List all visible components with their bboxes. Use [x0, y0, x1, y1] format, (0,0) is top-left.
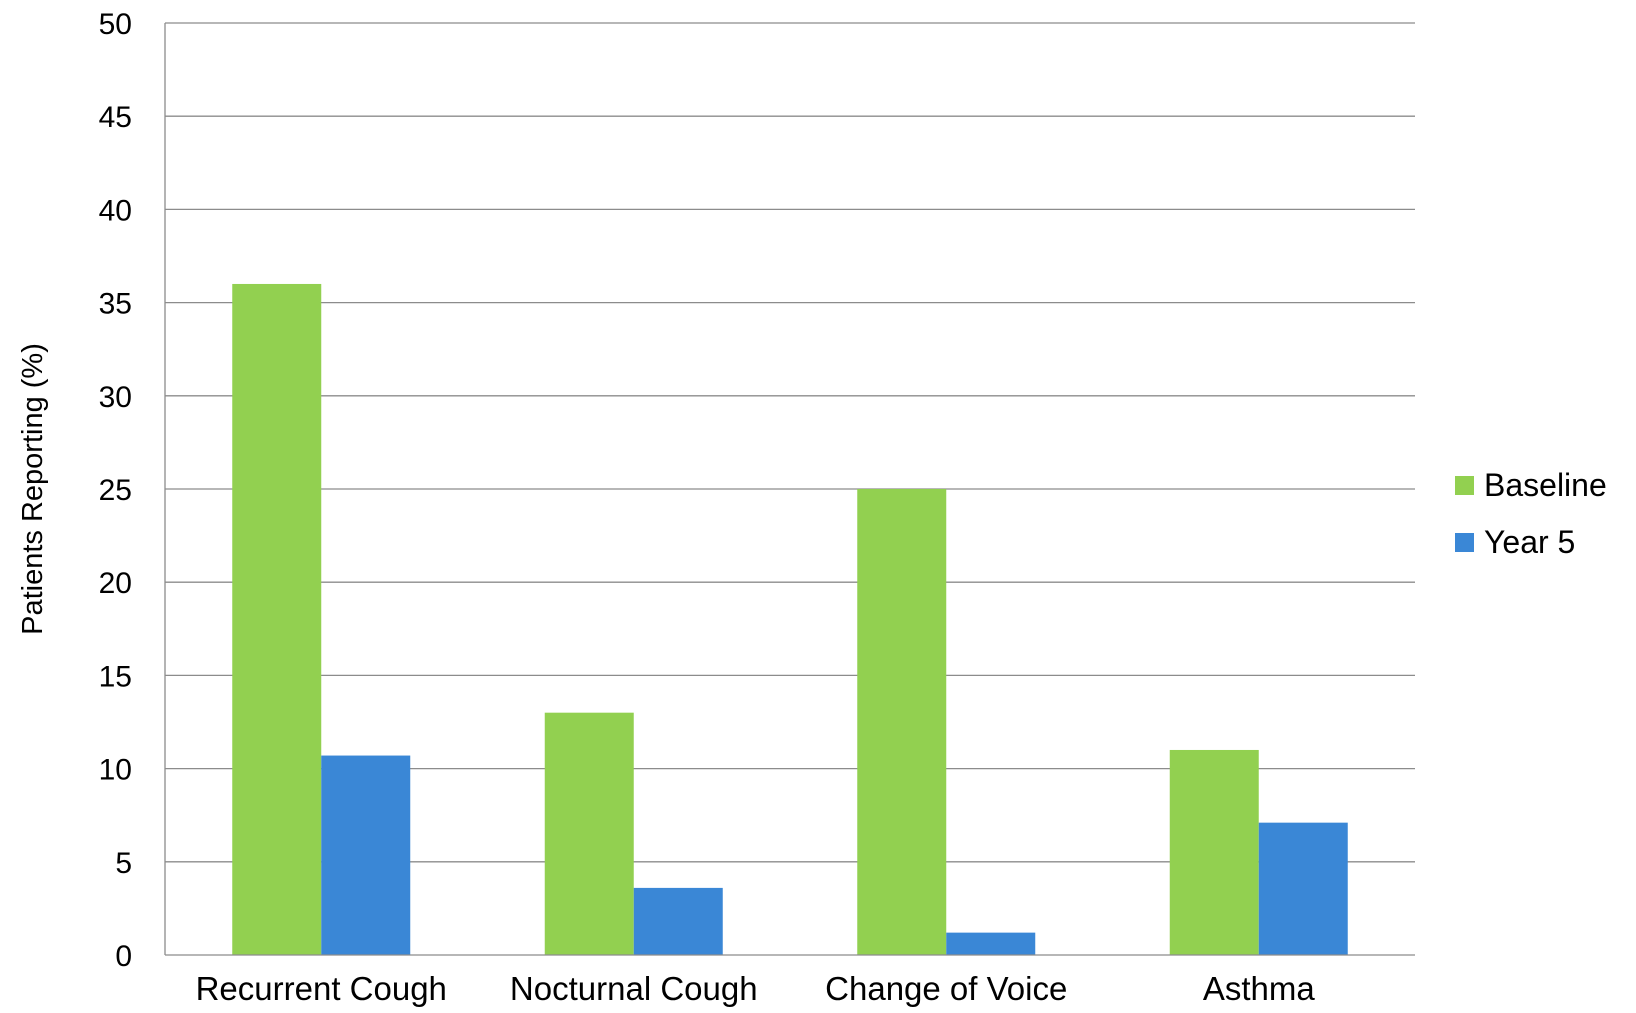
y-tick-label: 15: [99, 660, 132, 693]
legend-label: Year 5: [1484, 524, 1575, 560]
legend-label: Baseline: [1484, 467, 1607, 503]
bar-baseline-0: [232, 283, 322, 956]
y-tick-label: 0: [115, 940, 132, 973]
y-tick-label: 20: [99, 567, 132, 600]
y-axis-label: Patients Reporting (%): [17, 343, 49, 635]
y-tick-label: 45: [99, 101, 132, 134]
x-category-label: Asthma: [1203, 970, 1316, 1007]
y-tick-label: 50: [99, 8, 132, 41]
bar-baseline-3: [1169, 749, 1259, 955]
y-tick-label: 30: [99, 381, 132, 414]
x-axis-categories: Recurrent Cough Nocturnal Cough Change of …: [196, 970, 1316, 1007]
y-tick-label: 5: [115, 847, 132, 880]
bar-year-5-0: [321, 755, 411, 955]
bars: [232, 283, 1348, 956]
y-tick-label: 10: [99, 754, 132, 787]
y-axis-ticks: 0 5 10 15 20 25 30 35 40 45 50: [99, 8, 132, 973]
gridlines: [165, 22, 1415, 863]
legend: Baseline Year 5: [1455, 467, 1607, 560]
legend-swatch-year-5: [1455, 533, 1474, 552]
bar-year-5-1: [633, 887, 723, 955]
x-category-label: Recurrent Cough: [196, 970, 447, 1007]
x-category-label: Nocturnal Cough: [510, 970, 758, 1007]
legend-swatch-baseline: [1455, 476, 1474, 495]
y-tick-label: 35: [99, 288, 132, 321]
bar-baseline-2: [857, 489, 947, 955]
bar-baseline-1: [544, 712, 634, 955]
x-category-label: Change of Voice: [825, 970, 1067, 1007]
bar-year-5-3: [1258, 822, 1348, 955]
y-tick-label: 40: [99, 194, 132, 227]
y-tick-label: 25: [99, 474, 132, 507]
bar-year-5-2: [946, 932, 1036, 955]
